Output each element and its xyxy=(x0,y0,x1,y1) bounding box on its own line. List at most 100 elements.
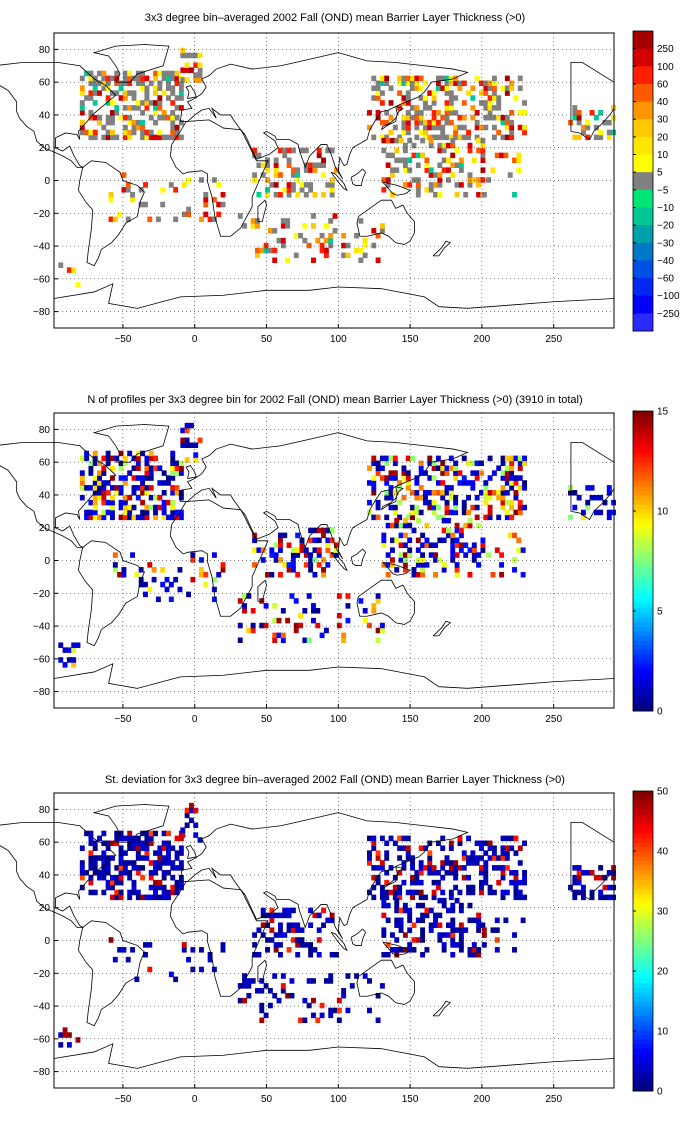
data-bin xyxy=(311,997,316,1004)
data-bin xyxy=(161,499,167,506)
data-bin xyxy=(474,514,480,521)
data-bin xyxy=(448,490,454,496)
data-bin xyxy=(130,947,136,953)
data-bin xyxy=(402,907,408,914)
data-bin xyxy=(286,562,292,568)
data-bin xyxy=(71,267,77,273)
data-bin xyxy=(97,460,102,467)
data-bin xyxy=(435,124,441,131)
data-bin xyxy=(410,85,416,91)
data-bin xyxy=(461,480,467,486)
data-bin xyxy=(140,70,146,77)
data-bin xyxy=(329,182,335,188)
data-bin xyxy=(496,514,502,521)
data-bin xyxy=(420,902,426,909)
data-bin xyxy=(237,997,243,1004)
x-tick-label: 150 xyxy=(402,714,419,725)
data-bin xyxy=(193,72,199,78)
data-bin xyxy=(384,110,390,116)
data-bin xyxy=(405,845,411,851)
y-tick-label: 0 xyxy=(44,556,50,567)
data-bin xyxy=(367,465,372,471)
data-bin xyxy=(341,232,347,239)
data-bin xyxy=(153,870,158,876)
data-bin xyxy=(589,870,595,876)
data-bin xyxy=(384,879,390,886)
data-bin xyxy=(88,134,94,141)
data-bin xyxy=(177,567,183,573)
data-bin xyxy=(470,860,476,866)
data-bin xyxy=(431,475,437,481)
data-bin xyxy=(522,480,528,486)
coastline xyxy=(432,240,452,257)
colorbar-segment xyxy=(633,556,653,562)
data-bin xyxy=(402,552,408,558)
data-bin xyxy=(170,100,176,106)
data-bin xyxy=(509,85,515,91)
data-bin xyxy=(467,517,473,524)
data-bin xyxy=(424,907,430,914)
data-bin xyxy=(278,191,283,198)
data-bin xyxy=(379,860,385,866)
data-bin xyxy=(420,532,426,539)
data-bin xyxy=(166,889,171,896)
colorbar-segment xyxy=(633,964,653,970)
data-bin xyxy=(394,537,400,544)
data-bin xyxy=(580,514,586,521)
data-bin xyxy=(105,450,111,457)
data-bin xyxy=(92,509,98,516)
colorbar-segment xyxy=(633,706,653,712)
data-bin xyxy=(295,922,301,928)
data-bin xyxy=(259,1002,265,1009)
data-bin xyxy=(504,114,510,121)
data-bin xyxy=(153,879,158,886)
data-bin xyxy=(494,547,500,553)
data-bin xyxy=(328,237,334,244)
data-bin xyxy=(461,509,467,516)
data-bins xyxy=(58,47,617,288)
data-bin xyxy=(457,480,463,486)
data-bin xyxy=(513,850,519,856)
data-bin xyxy=(479,845,484,851)
data-bin xyxy=(178,835,184,842)
coastline xyxy=(179,52,469,180)
data-bin xyxy=(345,593,351,599)
data-bin xyxy=(105,865,111,871)
data-bin xyxy=(135,494,141,501)
data-bin xyxy=(290,927,296,933)
data-bin xyxy=(371,865,377,871)
data-bin xyxy=(174,850,180,856)
data-bin xyxy=(379,865,385,871)
data-bin xyxy=(306,242,312,249)
data-bin xyxy=(97,119,102,126)
y-tick-label: −20 xyxy=(33,969,50,980)
data-bin xyxy=(303,147,309,154)
data-bin xyxy=(252,942,258,948)
data-bin xyxy=(504,850,510,856)
data-bin xyxy=(135,835,141,842)
data-bin xyxy=(410,105,416,111)
data-bin xyxy=(278,147,283,154)
data-bin xyxy=(390,932,395,938)
data-bin xyxy=(411,527,417,534)
data-bin xyxy=(110,465,115,471)
data-bin xyxy=(105,460,111,467)
data-bin xyxy=(280,983,286,989)
data-bin xyxy=(265,157,270,164)
data-bin xyxy=(188,422,194,429)
data-bin xyxy=(392,884,398,891)
colorbar-segment xyxy=(633,673,653,679)
data-bin xyxy=(197,77,203,83)
data-bin xyxy=(110,879,115,886)
data-bin xyxy=(509,470,515,476)
data-bin xyxy=(323,223,329,229)
data-bin xyxy=(211,177,217,183)
data-bin xyxy=(114,485,120,491)
data-bin xyxy=(122,129,128,136)
data-bin xyxy=(295,937,301,943)
colorbar-segment xyxy=(633,443,653,449)
data-bin xyxy=(88,879,94,886)
data-bin xyxy=(272,992,278,999)
data-bin xyxy=(92,480,98,486)
data-bin xyxy=(428,182,434,188)
